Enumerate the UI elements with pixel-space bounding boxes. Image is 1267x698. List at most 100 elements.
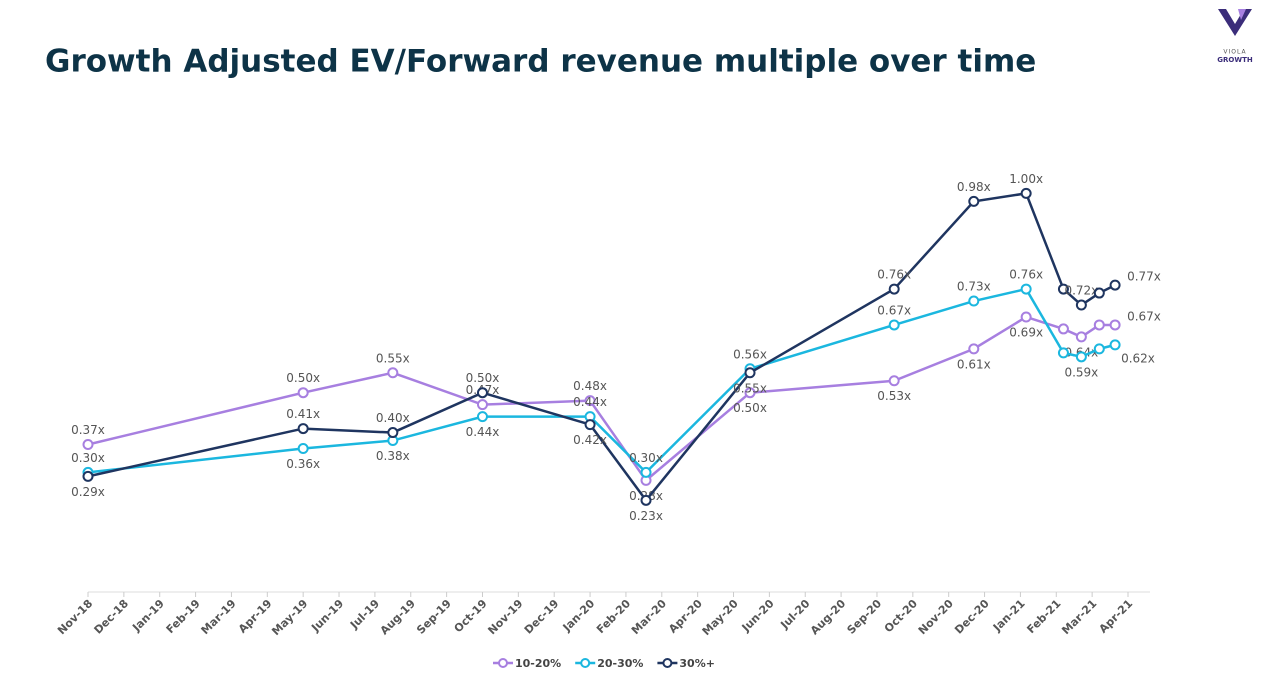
data-label: 0.77x (1127, 270, 1161, 284)
point (744, 367, 756, 379)
data-label: 0.48x (573, 379, 607, 393)
x-tick-label: Sep-20 (845, 597, 885, 637)
point (1093, 287, 1105, 299)
x-tick-label: Apr-19 (236, 597, 275, 636)
x-tick-label: May-20 (700, 597, 741, 638)
x-tick-label: Mar-19 (199, 597, 239, 637)
x-tick-label: Feb-20 (594, 597, 633, 636)
data-label: 0.40x (376, 411, 410, 425)
legend-marker (498, 658, 508, 668)
point (1020, 283, 1032, 295)
x-tick-label: Oct-20 (882, 597, 920, 635)
legend-label: 20-30% (597, 657, 643, 670)
logo-mark (1218, 9, 1252, 36)
x-tick-label: Feb-19 (164, 597, 203, 636)
legend-label: 30%+ (679, 657, 715, 670)
point (476, 399, 488, 411)
point (297, 443, 309, 455)
point (82, 470, 94, 482)
data-label: 0.62x (1121, 351, 1155, 365)
logo-text: VIOLA (1223, 49, 1246, 56)
point (1020, 187, 1032, 199)
x-tick-label: Dec-18 (92, 597, 132, 637)
point (1057, 323, 1069, 335)
data-label: 0.61x (957, 357, 991, 371)
data-label: 0.44x (466, 425, 500, 439)
point (476, 387, 488, 399)
point (387, 367, 399, 379)
data-label: 0.42x (573, 433, 607, 447)
point (476, 411, 488, 423)
point (387, 427, 399, 439)
x-tick-label: May-19 (269, 597, 310, 638)
legend-marker (662, 658, 673, 668)
point (968, 343, 980, 355)
point (1109, 339, 1121, 351)
point (744, 387, 756, 399)
legend-label: 10-20% (515, 657, 561, 670)
x-tick-label: Jun-20 (739, 597, 777, 635)
data-label: 0.29x (71, 485, 105, 499)
data-label: 0.30x (629, 451, 663, 465)
data-label: 0.67x (1127, 309, 1161, 323)
data-label: 0.55x (376, 351, 410, 365)
point (1057, 283, 1069, 295)
data-label: 1.00x (1009, 172, 1043, 186)
point (968, 295, 980, 307)
point (1093, 319, 1105, 331)
legend-item: 20-30% (575, 657, 643, 670)
logo-mark (1238, 9, 1246, 20)
x-tick-label: Mar-20 (629, 597, 669, 637)
data-label: 0.76x (1009, 268, 1043, 282)
x-tick-label: Jan-21 (990, 597, 1028, 635)
point (1109, 319, 1121, 331)
data-label: 0.76x (877, 268, 911, 282)
legend-marker (580, 658, 591, 668)
point (1093, 343, 1105, 355)
data-label: 0.67x (877, 303, 911, 317)
point (1075, 331, 1087, 343)
x-tick-label: Jan-19 (129, 597, 167, 635)
data-label: 0.36x (286, 457, 320, 471)
x-tick-label: Jul-19 (347, 597, 382, 632)
data-label: 0.55x (733, 381, 767, 395)
point (640, 494, 652, 506)
data-label: 0.98x (957, 180, 991, 194)
x-tick-label: Apr-21 (1097, 597, 1136, 636)
data-label: 0.30x (71, 451, 105, 465)
data-label: 0.59x (1064, 365, 1098, 379)
x-tick-label: Nov-19 (485, 597, 525, 637)
x-tick-label: Sep-19 (414, 597, 454, 637)
data-label: 0.50x (466, 371, 500, 385)
data-label: 0.38x (376, 449, 410, 463)
x-tick-label: Nov-18 (55, 597, 95, 637)
x-tick-label: Dec-20 (952, 597, 992, 637)
point (1057, 347, 1069, 359)
point (297, 423, 309, 435)
x-tick-label: Aug-20 (808, 597, 849, 638)
data-label: 0.56x (733, 347, 767, 361)
legend-item: 10-20% (493, 657, 561, 670)
x-tick-label: Aug-19 (378, 597, 418, 637)
point (297, 387, 309, 399)
data-label: 0.53x (877, 389, 911, 403)
logo: VIOLA GROWTH (1217, 9, 1253, 64)
data-label: 0.37x (71, 423, 105, 437)
point (640, 466, 652, 478)
x-tick-label: Mar-21 (1059, 597, 1099, 637)
x-tick-label: Oct-19 (452, 597, 490, 635)
point (584, 419, 596, 431)
data-label: 0.50x (733, 401, 767, 415)
data-label: 0.69x (1009, 325, 1043, 339)
point (584, 395, 596, 407)
x-tick-label: Nov-20 (916, 597, 956, 637)
point (1020, 311, 1032, 323)
data-label: 0.72x (1064, 284, 1098, 298)
x-tick-label: Jun-19 (308, 597, 346, 635)
x-tick-label: Feb-21 (1024, 597, 1063, 636)
logo-text: GROWTH (1217, 56, 1253, 64)
point (1075, 299, 1087, 311)
data-label: 0.44x (573, 395, 607, 409)
data-label: 0.50x (286, 371, 320, 385)
